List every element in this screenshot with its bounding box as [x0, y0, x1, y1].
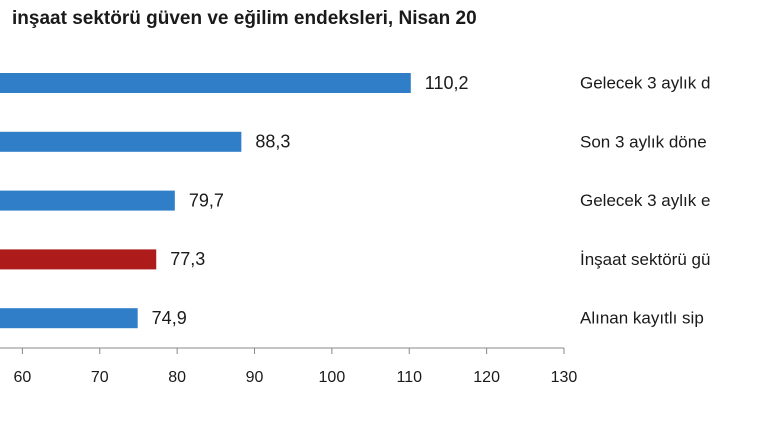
x-tick-label: 110: [396, 369, 422, 386]
category-label: Gelecek 3 aylık d: [580, 73, 710, 92]
x-tick-label: 120: [473, 369, 500, 386]
category-label: Son 3 aylık döne: [580, 132, 707, 151]
x-tick-label: 90: [246, 369, 264, 386]
category-label: Alınan kayıtlı sip: [580, 309, 704, 328]
x-tick-label: 60: [14, 369, 32, 386]
bar: [0, 131, 242, 152]
x-tick-label: 80: [168, 369, 186, 386]
bar: [0, 73, 411, 93]
value-label: 88,3: [255, 132, 290, 152]
chart-title: inşaat sektörü güven ve eğilim endeksler…: [12, 8, 477, 29]
bar: [0, 308, 138, 329]
category-label: Gelecek 3 aylık e: [580, 191, 710, 210]
value-label: 110,2: [425, 73, 469, 93]
value-label: 79,7: [189, 190, 224, 210]
x-tick-label: 130: [551, 369, 578, 386]
bar: [0, 249, 157, 270]
category-label: İnşaat sektörü gü: [580, 250, 710, 269]
value-label: 74,9: [152, 308, 187, 328]
value-label: 77,3: [170, 249, 205, 269]
bar: [0, 190, 175, 211]
x-tick-label: 100: [319, 369, 346, 386]
x-tick-label: 70: [91, 369, 109, 386]
